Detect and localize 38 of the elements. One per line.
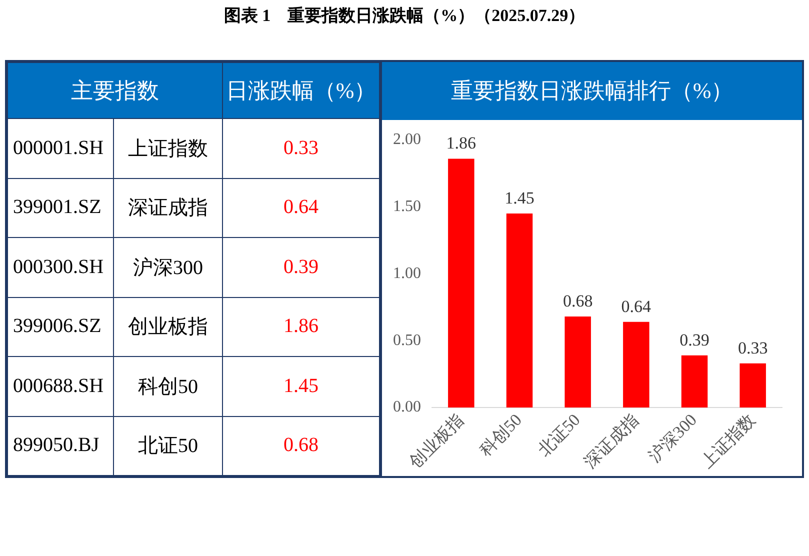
category-label: 创业板指 [114,297,222,356]
text: 399006.SZ [8,297,114,356]
bar [448,158,474,408]
y-tick-label: 0.50 [393,332,421,349]
text: 主要指数 [8,62,222,118]
data-label: 0.64 [222,178,380,238]
bar [623,322,650,408]
category-label: 深证成指 [114,178,222,238]
text: 日涨跌幅（%） [222,62,380,118]
y-tick-label: 1.50 [393,198,421,216]
data-label: 0.39 [222,238,380,297]
x-tick-label: 科创50 [476,410,526,460]
data-label: 1.45 [504,188,534,208]
bar [506,214,533,408]
bar [740,363,766,408]
text: 图表 1 重要指数日涨跌幅（%）（2025.07.29） [222,5,586,27]
category-label: 科创50 [114,356,222,416]
text: 000300.SH [8,238,114,297]
text: 399001.SZ [8,178,114,238]
data-label: 1.86 [222,297,380,356]
y-tick-label: 1.00 [393,264,421,282]
data-label: 0.33 [222,118,380,178]
bar [681,355,708,408]
chart-title: 重要指数日涨跌幅排行（%） [382,62,802,120]
text: 000688.SH [8,356,114,416]
data-label: 0.64 [621,296,652,316]
data-label: 0.68 [562,292,593,311]
category-label: 上证指数 [114,118,222,178]
text: 000001.SH [8,118,114,178]
category-label: 沪深300 [114,238,222,297]
data-label: 1.86 [446,134,476,153]
text: 899050.BJ [8,416,114,476]
data-label: 1.45 [222,356,380,416]
data-label: 0.39 [680,330,710,350]
y-tick-label: 2.00 [393,131,421,148]
data-label: 0.33 [738,338,768,358]
data-label: 0.68 [222,416,380,476]
bar [564,316,591,408]
